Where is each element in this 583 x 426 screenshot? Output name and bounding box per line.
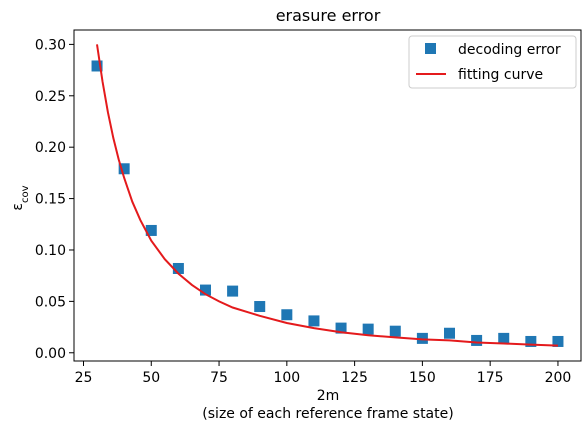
y-tick-label: 0.10 [35,243,66,259]
x-tick-label: 25 [75,370,93,386]
y-tick-label: 0.00 [35,346,66,362]
data-point [172,262,184,274]
data-point [308,315,320,327]
x-axis: 25 50 75 100 125 150 175 200 [75,361,572,386]
data-point [444,327,456,339]
y-axis: 0.00 0.05 0.10 0.15 0.20 0.25 0.30 [35,37,74,362]
chart-title: erasure error [276,6,381,25]
y-axis-label: εcov [10,185,31,210]
data-point [199,284,211,296]
x-tick-label: 125 [341,370,368,386]
scatter-markers [91,60,564,347]
y-tick-label: 0.05 [35,294,66,310]
data-point [471,334,483,346]
y-tick-label: 0.25 [35,89,66,105]
x-tick-label: 175 [477,370,504,386]
data-point [227,285,239,297]
x-axis-label: 2m [317,388,340,404]
x-tick-label: 75 [210,370,228,386]
legend-box [408,35,577,89]
y-tick-label: 0.30 [35,37,66,53]
fitting-curve-line [96,44,559,347]
data-point [281,309,293,321]
data-point [91,60,103,72]
legend-label-fitting-curve: fitting curve [458,67,543,83]
data-point [498,332,510,344]
data-point [389,325,401,337]
legend-marker-decoding-error [425,43,436,54]
x-tick-label: 100 [273,370,300,386]
data-point [118,163,130,175]
legend-label-decoding-error: decoding error [458,42,561,58]
plot-frame [73,29,582,362]
y-axis-label-base: ε [10,203,26,211]
y-tick-label: 0.15 [35,192,66,208]
y-axis-label-subscript: cov [20,185,31,203]
y-tick-label: 0.20 [35,140,66,156]
x-tick-label: 200 [545,370,572,386]
legend: decoding error fitting curve [408,35,577,89]
data-point [416,332,428,344]
data-point [525,335,537,347]
data-point [335,322,347,334]
data-point [254,301,266,313]
x-tick-label: 50 [142,370,160,386]
data-point [362,323,374,335]
fitting-curve-layer [96,44,559,347]
data-point [145,224,157,236]
plot-area [73,29,582,362]
data-point [552,335,564,347]
x-tick-label: 150 [409,370,436,386]
x-axis-sublabel: (size of each reference frame state) [202,406,453,422]
